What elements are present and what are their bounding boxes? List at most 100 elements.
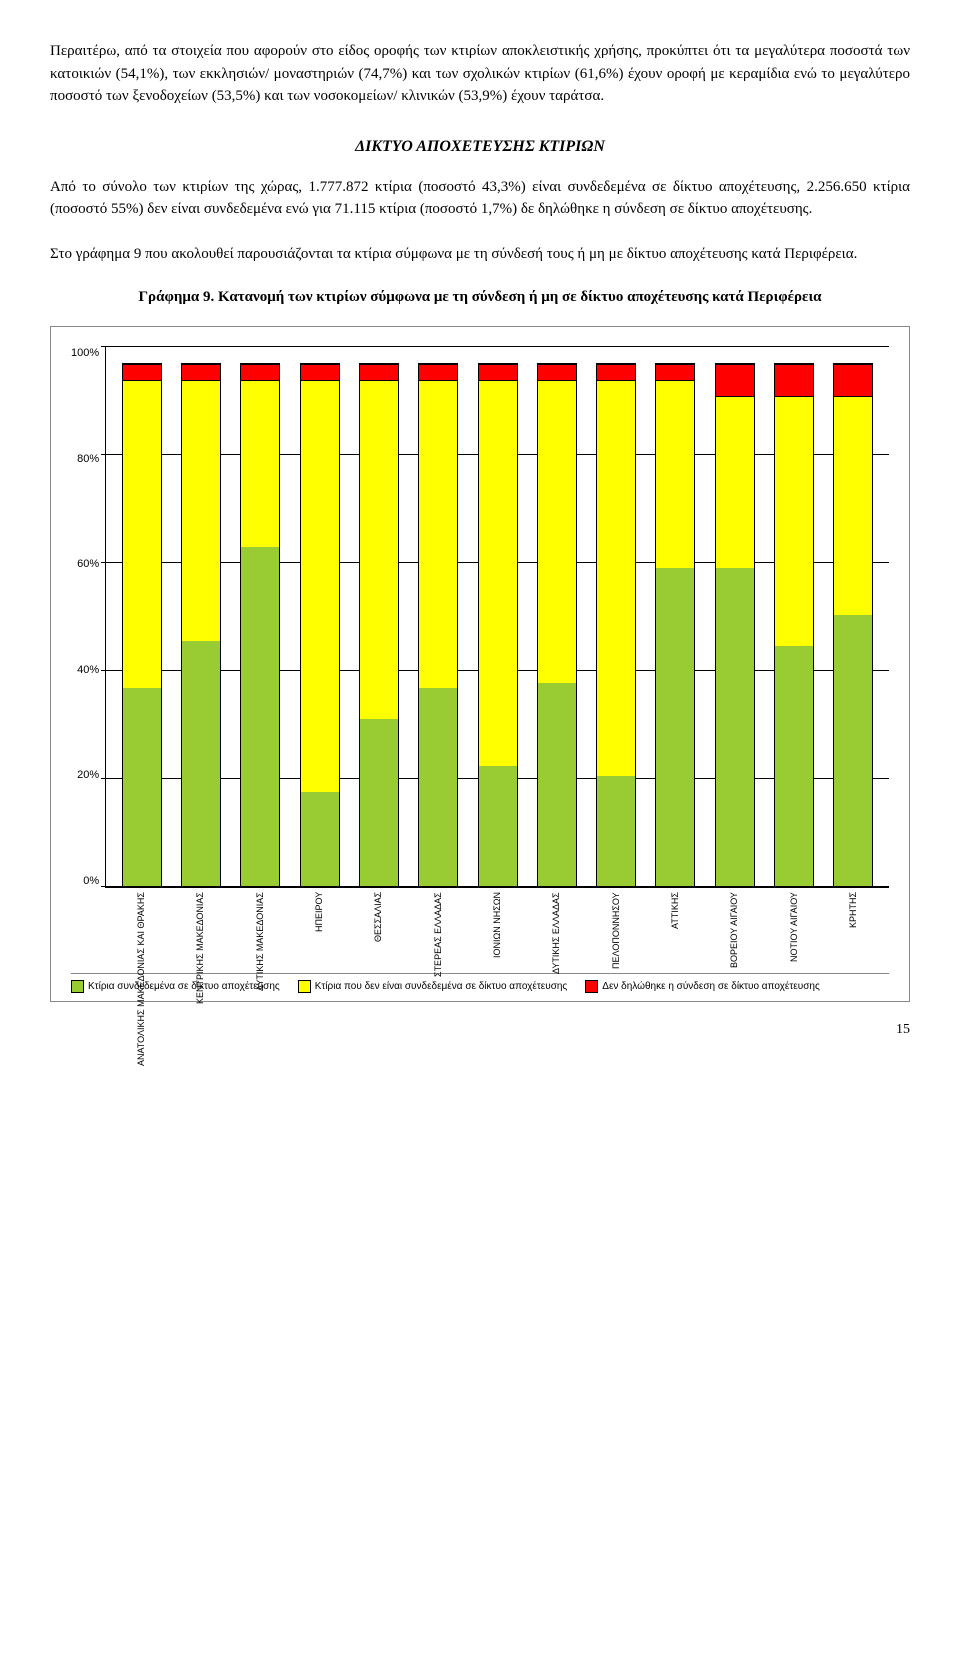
bar-segment-connected bbox=[419, 688, 457, 886]
bar-segment-connected bbox=[182, 641, 220, 886]
bar-segment-connected bbox=[834, 615, 872, 886]
bar-segment-not_connected bbox=[538, 380, 576, 683]
y-tick-label: 100% bbox=[71, 347, 99, 359]
bar-segment-not_declared bbox=[241, 364, 279, 380]
bar-segment-not_connected bbox=[834, 396, 872, 615]
legend-label: Δεν δηλώθηκε η σύνδεση σε δίκτυο αποχέτε… bbox=[602, 981, 820, 992]
x-tick-label: ΚΡΗΤΗΣ bbox=[833, 892, 873, 970]
x-tick-label: ΑΝΑΤΟΛΙΚΗΣ ΜΑΚΕΔΟΝΙΑΣ ΚΑΙ ΘΡΑΚΗΣ bbox=[121, 892, 161, 970]
chart-title: Γράφημα 9. Κατανομή των κτιρίων σύμφωνα … bbox=[50, 287, 910, 308]
legend-swatch bbox=[585, 980, 598, 993]
y-tick-label: 0% bbox=[83, 875, 99, 887]
y-tick-label: 80% bbox=[77, 453, 99, 465]
bar-segment-connected bbox=[775, 646, 813, 886]
bar-segment-not_declared bbox=[301, 364, 339, 380]
bar-segment-not_declared bbox=[775, 364, 813, 395]
bar-segment-not_connected bbox=[123, 380, 161, 688]
bar-segment-not_connected bbox=[182, 380, 220, 641]
bar bbox=[715, 363, 755, 887]
bar-segment-connected bbox=[716, 568, 754, 886]
gridline bbox=[106, 346, 889, 347]
legend-item: Κτίρια συνδεδεμένα σε δίκτυο αποχέτευσης bbox=[71, 980, 280, 993]
paragraph-2: Από το σύνολο των κτιρίων της χώρας, 1.7… bbox=[50, 176, 910, 221]
bar-segment-not_declared bbox=[834, 364, 872, 395]
y-axis: 100% 80% 60% 40% 20% 0% bbox=[71, 347, 105, 887]
y-tick-label: 40% bbox=[77, 664, 99, 676]
chart-legend: Κτίρια συνδεδεμένα σε δίκτυο αποχέτευσης… bbox=[71, 973, 889, 993]
legend-label: Κτίρια που δεν είναι συνδεδεμένα σε δίκτ… bbox=[315, 981, 568, 992]
y-tick bbox=[101, 886, 106, 887]
bar-segment-not_declared bbox=[479, 364, 517, 380]
legend-label: Κτίρια συνδεδεμένα σε δίκτυο αποχέτευσης bbox=[88, 981, 280, 992]
bar-segment-not_declared bbox=[419, 364, 457, 380]
paragraph-3: Στο γράφημα 9 που ακολουθεί παρουσιάζοντ… bbox=[50, 243, 910, 266]
bar bbox=[240, 363, 280, 887]
bar-segment-not_declared bbox=[597, 364, 635, 380]
x-axis-labels: ΑΝΑΤΟΛΙΚΗΣ ΜΑΚΕΔΟΝΙΑΣ ΚΑΙ ΘΡΑΚΗΣ ΚΕΝΤΡΙΚΗ… bbox=[105, 892, 889, 970]
x-tick-label: ΒΟΡΕΙΟΥ ΑΙΓΑΙΟΥ bbox=[714, 892, 754, 970]
bar-segment-connected bbox=[123, 688, 161, 886]
plot-wrap: ΑΝΑΤΟΛΙΚΗΣ ΜΑΚΕΔΟΝΙΑΣ ΚΑΙ ΘΡΑΚΗΣ ΚΕΝΤΡΙΚΗ… bbox=[105, 347, 889, 967]
bar-segment-not_declared bbox=[182, 364, 220, 380]
bar bbox=[181, 363, 221, 887]
bar bbox=[833, 363, 873, 887]
chart-container: 100% 80% 60% 40% 20% 0% ΑΝΑΤΟΛΙΚΗΣ ΜΑΚΕΔΟΝΙΑΣ… bbox=[50, 326, 910, 1002]
bar-segment-not_connected bbox=[775, 396, 813, 646]
bar-segment-not_connected bbox=[656, 380, 694, 568]
chart-plot bbox=[105, 347, 889, 888]
bar-segment-not_declared bbox=[538, 364, 576, 380]
bar-segment-not_declared bbox=[656, 364, 694, 380]
x-tick-label: ΚΕΝΤΡΙΚΗΣ ΜΑΚΕΔΟΝΙΑΣ bbox=[180, 892, 220, 970]
bar bbox=[300, 363, 340, 887]
x-tick-label: ΙΟΝΙΩΝ ΝΗΣΩΝ bbox=[477, 892, 517, 970]
x-tick-label: ΘΕΣΣΑΛΙΑΣ bbox=[358, 892, 398, 970]
x-tick-label: ΔΥΤΙΚΗΣ ΜΑΚΕΔΟΝΙΑΣ bbox=[240, 892, 280, 970]
y-tick bbox=[101, 778, 106, 779]
bar-segment-not_declared bbox=[716, 364, 754, 395]
bar-segment-not_connected bbox=[597, 380, 635, 777]
x-tick-label: ΠΕΛΟΠΟΝΝΗΣΟΥ bbox=[596, 892, 636, 970]
bar bbox=[596, 363, 636, 887]
bar-segment-not_connected bbox=[419, 380, 457, 688]
bar-segment-connected bbox=[241, 547, 279, 886]
y-tick bbox=[101, 670, 106, 671]
y-tick bbox=[101, 562, 106, 563]
paragraph-1: Περαιτέρω, από τα στοιχεία που αφορούν σ… bbox=[50, 40, 910, 108]
x-tick-label: ΑΤΤΙΚΗΣ bbox=[655, 892, 695, 970]
bar-segment-not_connected bbox=[479, 380, 517, 766]
bar-segment-not_connected bbox=[360, 380, 398, 719]
bar bbox=[359, 363, 399, 887]
chart-area: 100% 80% 60% 40% 20% 0% ΑΝΑΤΟΛΙΚΗΣ ΜΑΚΕΔΟΝΙΑΣ… bbox=[71, 347, 889, 967]
bar bbox=[774, 363, 814, 887]
section-heading: ΔΙΚΤΥΟ ΑΠΟΧΕΤΕΥΣΗΣ ΚΤΙΡΙΩΝ bbox=[50, 138, 910, 156]
bar bbox=[655, 363, 695, 887]
bar-segment-not_connected bbox=[716, 396, 754, 568]
page-number: 15 bbox=[50, 1022, 910, 1038]
y-tick-label: 60% bbox=[77, 558, 99, 570]
y-tick bbox=[101, 346, 106, 347]
bar-segment-connected bbox=[479, 766, 517, 886]
legend-swatch bbox=[71, 980, 84, 993]
bar-segment-not_declared bbox=[123, 364, 161, 380]
x-tick-label: ΔΥΤΙΚΗΣ ΕΛΛΑΔΑΣ bbox=[536, 892, 576, 970]
x-tick-label: ΗΠΕΙΡΟΥ bbox=[299, 892, 339, 970]
bar-segment-connected bbox=[597, 776, 635, 886]
bar bbox=[122, 363, 162, 887]
x-tick-label: ΝΟΤΙΟΥ ΑΙΓΑΙΟΥ bbox=[774, 892, 814, 970]
legend-swatch bbox=[298, 980, 311, 993]
bar-segment-not_connected bbox=[241, 380, 279, 547]
bar-segment-connected bbox=[538, 683, 576, 887]
bar-segment-connected bbox=[656, 568, 694, 886]
bar-segment-connected bbox=[301, 792, 339, 886]
legend-item: Δεν δηλώθηκε η σύνδεση σε δίκτυο αποχέτε… bbox=[585, 980, 820, 993]
x-tick-label: ΣΤΕΡΕΑΣ ΕΛΛΑΔΑΣ bbox=[418, 892, 458, 970]
bar-segment-connected bbox=[360, 719, 398, 886]
bar bbox=[478, 363, 518, 887]
bar-segment-not_connected bbox=[301, 380, 339, 792]
legend-item: Κτίρια που δεν είναι συνδεδεμένα σε δίκτ… bbox=[298, 980, 568, 993]
bar-segment-not_declared bbox=[360, 364, 398, 380]
bar bbox=[537, 363, 577, 887]
y-tick-label: 20% bbox=[77, 769, 99, 781]
bar bbox=[418, 363, 458, 887]
y-tick bbox=[101, 454, 106, 455]
